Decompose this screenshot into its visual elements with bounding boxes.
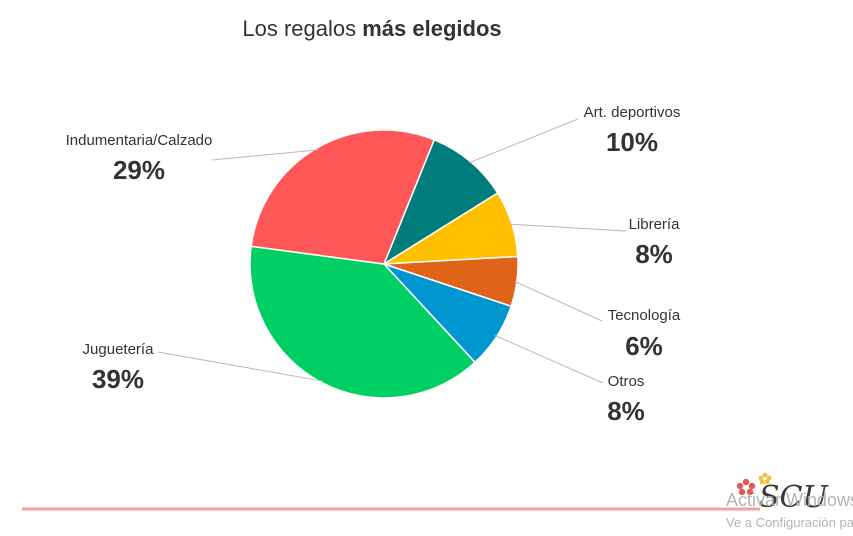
pie-slice-jugueteria xyxy=(249,245,477,399)
slice-label-otros: Otros xyxy=(608,373,645,390)
leader-line-art-deportivos xyxy=(468,118,579,164)
chart-title: Los regalos más elegidos xyxy=(242,16,501,41)
chart-title-bold: más elegidos xyxy=(362,16,501,41)
chart-title-regular: Los regalos xyxy=(242,16,362,41)
slice-label-libreria: Librería xyxy=(629,216,681,233)
slice-value-jugueteria: 39% xyxy=(92,364,144,394)
flower-icon xyxy=(758,472,772,485)
leader-line-jugueteria xyxy=(157,351,324,382)
pie-chart xyxy=(249,129,519,399)
leader-lines xyxy=(157,118,627,384)
flower-icon xyxy=(736,478,756,496)
leader-line-tecnologia xyxy=(514,281,603,322)
windows-watermark-subtitle: Ve a Configuración para activar Windows. xyxy=(726,515,853,530)
pie-slice-indumentaria-calzado xyxy=(250,129,436,265)
slice-value-libreria: 8% xyxy=(635,239,673,269)
slice-label-art-deportivos: Art. deportivos xyxy=(584,104,681,121)
leader-line-indumentaria-calzado xyxy=(211,149,318,161)
leader-line-otros xyxy=(494,335,604,384)
windows-watermark-title: Activar Windows xyxy=(726,490,853,510)
pie-slice-art-deportivos xyxy=(382,138,499,266)
slice-value-art-deportivos: 10% xyxy=(606,127,658,157)
slice-label-jugueteria: Juguetería xyxy=(83,341,155,358)
slice-value-tecnologia: 6% xyxy=(625,331,663,361)
leader-line-libreria xyxy=(509,223,627,232)
slice-label-tecnologia: Tecnología xyxy=(608,307,681,324)
slice-value-otros: 8% xyxy=(607,396,645,426)
logo-text: SCU xyxy=(759,480,830,515)
slice-label-indumentaria-calzado: Indumentaria/Calzado xyxy=(66,132,213,149)
slice-value-indumentaria-calzado: 29% xyxy=(113,155,165,185)
scu-logo: SCU xyxy=(736,472,830,515)
